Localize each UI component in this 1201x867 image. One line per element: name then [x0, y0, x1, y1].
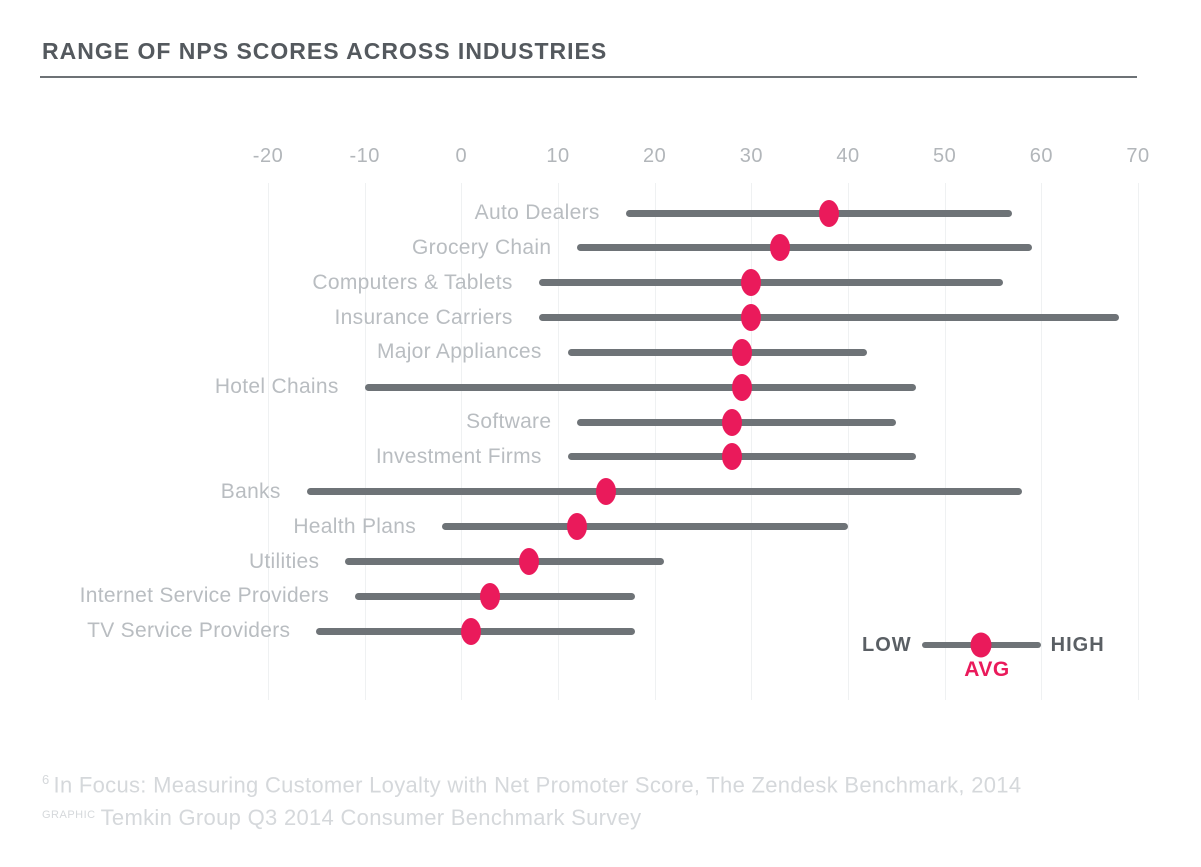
legend-range-line	[921, 632, 1041, 658]
industry-label: Grocery Chain	[412, 235, 552, 259]
axis-tick-label: 20	[643, 145, 667, 167]
avg-dot	[731, 338, 752, 366]
industry-label: Internet Service Providers	[79, 584, 329, 608]
industry-label: Investment Firms	[375, 444, 542, 468]
gridline	[944, 183, 946, 700]
legend-avg-label: AVG	[964, 658, 1010, 681]
footnote-superscript: 6	[42, 772, 50, 787]
industry-label: Major Appliances	[376, 340, 542, 364]
axis-tick-label: 40	[836, 145, 860, 167]
gridline	[558, 183, 559, 700]
avg-dot	[461, 617, 481, 645]
range-bar	[538, 279, 1003, 287]
footnote-source-text: In Focus: Measuring Customer Loyalty wit…	[53, 772, 1022, 798]
range-bar	[306, 488, 1022, 496]
industry-label: TV Service Providers	[87, 619, 291, 643]
range-bar	[364, 383, 916, 391]
legend: LOW HIGH AVG	[862, 630, 1105, 681]
axis-tick-label: 0	[455, 145, 468, 167]
axis-tick-label: 70	[1126, 145, 1150, 167]
axis-tick-label: -10	[349, 145, 380, 167]
legend-avg-dot-icon	[970, 632, 992, 658]
gridline	[654, 183, 656, 700]
avg-dot	[818, 199, 839, 227]
gridline	[751, 183, 753, 700]
axis-tick-label: 50	[933, 145, 957, 167]
avg-dot	[770, 234, 791, 262]
range-bar	[538, 314, 1119, 322]
range-bar	[345, 558, 665, 565]
avg-dot	[519, 548, 539, 575]
avg-dot	[596, 478, 617, 506]
legend-low-label: LOW	[862, 633, 912, 656]
footnote: 6 In Focus: Measuring Customer Loyalty wi…	[42, 772, 1021, 831]
footnote-graphic-text: Temkin Group Q3 2014 Consumer Benchmark …	[100, 805, 642, 831]
footnote-graphic-line: GRAPHIC Temkin Group Q3 2014 Consumer Ben…	[42, 805, 1021, 831]
avg-dot	[731, 373, 752, 401]
avg-dot	[567, 513, 588, 541]
avg-dot	[741, 269, 762, 297]
industry-label: Utilities	[248, 549, 320, 573]
range-bar	[567, 348, 868, 356]
gridline	[461, 183, 463, 700]
avg-dot	[722, 408, 742, 436]
industry-label: Auto Dealers	[474, 201, 600, 224]
industry-label: Computers & Tablets	[312, 270, 513, 294]
range-bar	[577, 244, 1032, 252]
industry-label: Hotel Chains	[214, 375, 339, 399]
gridline	[268, 183, 269, 700]
gridline	[848, 183, 849, 700]
footnote-graphic-label: GRAPHIC	[42, 809, 96, 822]
gridline	[1138, 183, 1139, 700]
axis-tick-label: 30	[739, 145, 763, 167]
gridline	[364, 183, 366, 700]
gridline	[1041, 183, 1043, 700]
footnote-source-line: 6 In Focus: Measuring Customer Loyalty wi…	[42, 772, 1021, 798]
range-bar	[442, 523, 848, 531]
avg-dot	[480, 582, 501, 610]
avg-dot	[722, 443, 742, 471]
axis-tick-label: 10	[546, 145, 570, 167]
avg-dot	[741, 304, 762, 332]
axis-tick-label: 60	[1029, 145, 1053, 167]
industry-label: Banks	[220, 479, 281, 503]
industry-label: Software	[466, 410, 552, 434]
chart-title: RANGE OF NPS SCORES ACROSS INDUSTRIES	[42, 38, 608, 64]
axis-tick-label: -20	[252, 145, 284, 167]
industry-label: Insurance Carriers	[334, 305, 513, 329]
industry-label: Health Plans	[293, 514, 416, 538]
legend-high-label: HIGH	[1050, 633, 1105, 656]
title-rule	[40, 76, 1137, 78]
